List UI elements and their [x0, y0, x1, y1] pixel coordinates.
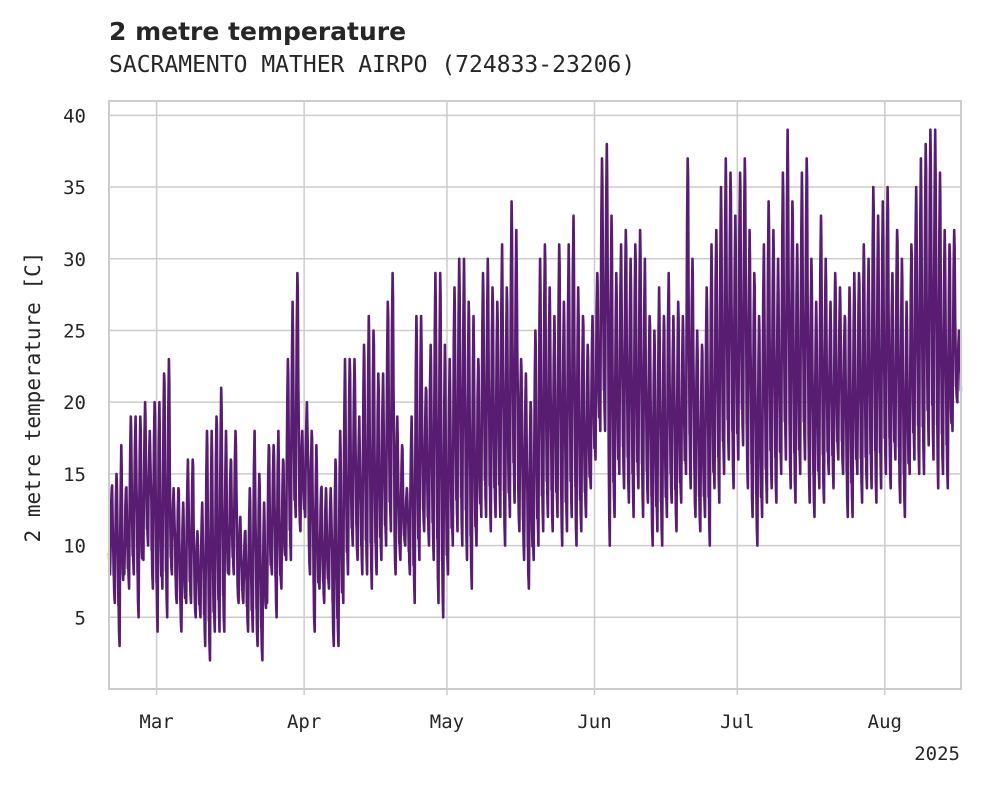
y-tick-label: 25 — [63, 320, 86, 342]
x-tick-label: Mar — [139, 711, 173, 733]
chart-subtitle: SACRAMENTO MATHER AIRPO (724833-23206) — [109, 52, 636, 78]
y-tick-label: 15 — [63, 464, 86, 486]
x-tick-label: Aug — [868, 711, 902, 733]
y-tick-label: 35 — [63, 177, 86, 199]
y-axis-label: 2 metre temperature [C] — [21, 252, 45, 543]
series-layer — [107, 128, 963, 662]
x-tick-label: Apr — [287, 711, 321, 733]
y-tick-label: 5 — [75, 607, 86, 629]
x-tick-label: Jun — [577, 711, 611, 733]
x-offset-label: 2025 — [914, 743, 960, 765]
temperature-series-line — [107, 128, 963, 662]
y-tick-label: 40 — [63, 105, 86, 127]
y-tick-label: 30 — [63, 249, 86, 271]
plot-frame — [108, 100, 962, 690]
y-tick-label: 20 — [63, 392, 86, 414]
y-tick-label: 10 — [63, 536, 86, 558]
y-axis: 5 10 15 20 25 30 35 40 — [63, 105, 86, 629]
x-tick-label: Jul — [720, 711, 754, 733]
x-axis: Mar Apr May Jun Jul Aug — [139, 711, 902, 733]
chart-title: 2 metre temperature — [109, 17, 407, 46]
x-tick-label: May — [430, 711, 464, 733]
